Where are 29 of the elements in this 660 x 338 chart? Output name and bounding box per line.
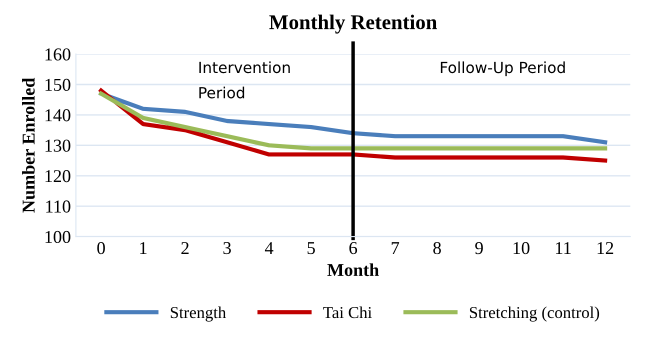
y-tick-label: 100 xyxy=(46,230,70,244)
y-tick-label: 110 xyxy=(46,200,70,213)
annotation: Intervention Period xyxy=(199,61,290,98)
legend-label: Stretching (control) xyxy=(470,306,600,322)
x-axis-title: Month xyxy=(327,263,379,276)
x-tick-label: 10 xyxy=(514,242,530,254)
y-axis-title: Number Enrolled xyxy=(22,78,35,213)
y-tick-label: 130 xyxy=(46,140,70,152)
x-tick-label: 9 xyxy=(475,242,483,254)
y-tick-label: 120 xyxy=(46,170,70,182)
legend-label: Tai Chi xyxy=(323,306,372,318)
x-tick-label: 2 xyxy=(181,242,189,254)
x-tick-label: 8 xyxy=(433,242,441,254)
x-tick-label: 11 xyxy=(556,242,571,254)
x-tick-label: 3 xyxy=(223,242,231,254)
x-tick-label: 4 xyxy=(264,242,274,254)
x-tick-label: 7 xyxy=(392,242,400,254)
y-tick-label: 160 xyxy=(46,48,70,61)
y-tick-label: 140 xyxy=(46,109,70,122)
annotation: Follow-Up Period xyxy=(440,61,565,76)
line-series xyxy=(99,88,608,163)
x-tick-label: 6 xyxy=(349,242,358,254)
legend-label: Strength xyxy=(170,306,226,322)
x-tick-label: 12 xyxy=(598,242,614,254)
chart-title: Monthly Retention xyxy=(269,14,437,34)
x-tick-label: 5 xyxy=(308,242,315,254)
y-tick-label: 150 xyxy=(46,78,70,91)
x-tick-label: 1 xyxy=(140,242,147,254)
x-tick-label: 0 xyxy=(97,242,105,254)
